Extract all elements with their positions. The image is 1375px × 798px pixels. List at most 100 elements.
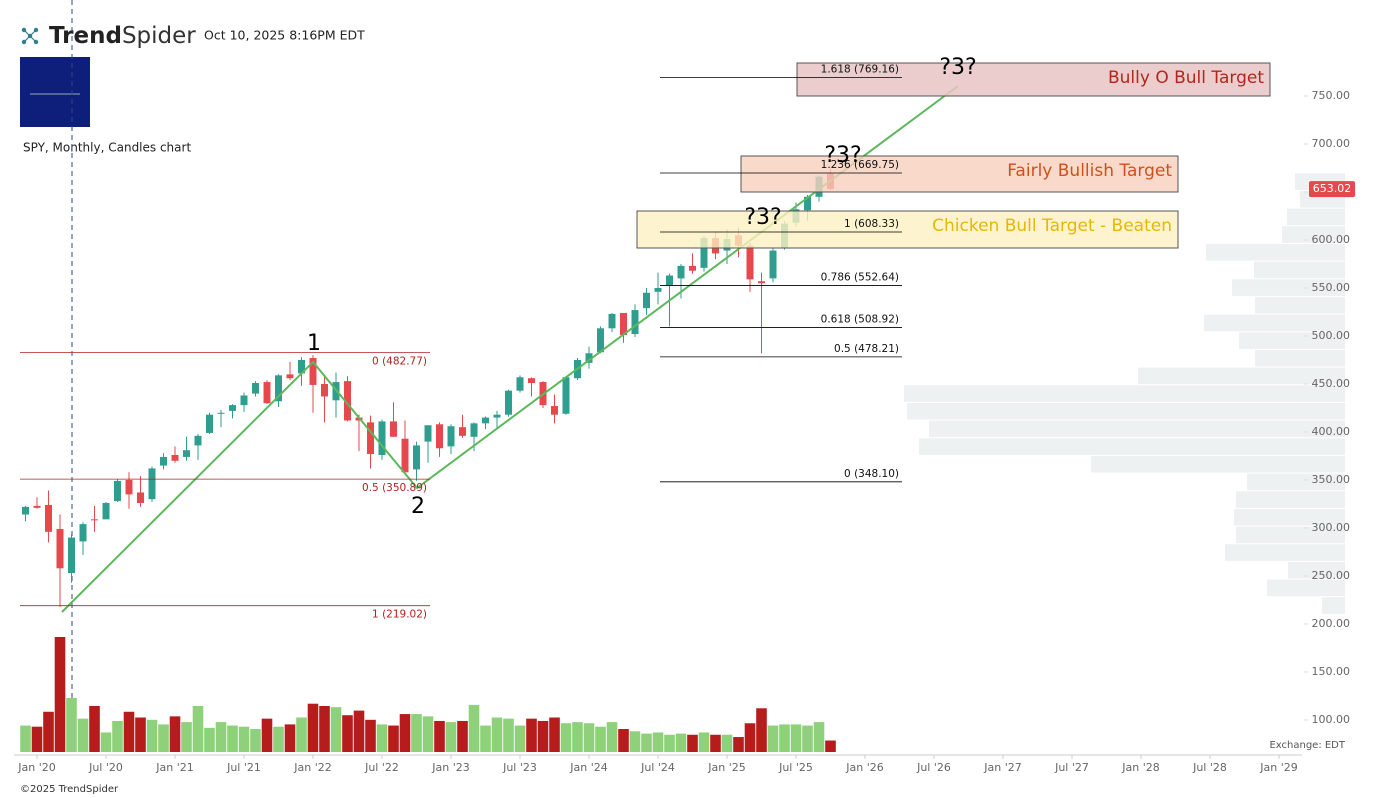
- candle-body: [217, 412, 225, 414]
- y-tick-label: 300.00: [1312, 521, 1351, 534]
- x-tick-label: Jul '20: [88, 761, 123, 774]
- volume-bar: [790, 724, 802, 752]
- volume-profile-bar: [1267, 579, 1345, 597]
- volume-bar: [135, 717, 146, 752]
- volume-profile-bar: [907, 402, 1345, 420]
- candle-body: [758, 281, 765, 284]
- volume-profile-bar: [904, 385, 1345, 402]
- fib-label: 0 (482.77): [372, 356, 427, 368]
- candle-body: [91, 519, 98, 521]
- candle-body: [413, 445, 420, 470]
- volume-bar: [20, 725, 31, 752]
- symbol-info: SPY, Monthly, Candles chart: [23, 141, 191, 155]
- volume-profile-bar: [1239, 332, 1345, 349]
- volume-bar: [273, 726, 284, 752]
- volume-bar: [227, 725, 238, 752]
- volume-bar: [31, 726, 43, 752]
- target-box: [740, 155, 1179, 193]
- volume-bar: [307, 703, 319, 752]
- y-tick-label: 450.00: [1312, 377, 1351, 390]
- volume-profile-bar: [1204, 314, 1345, 332]
- candle-body: [516, 377, 524, 391]
- volume-bar: [698, 732, 710, 752]
- volume-profile-bar: [1091, 455, 1345, 473]
- volume-profile-bar: [1206, 243, 1345, 261]
- x-tick-label: Jul '25: [778, 761, 813, 774]
- candle-body: [321, 383, 328, 397]
- volume-bar: [457, 720, 468, 752]
- y-tick-label: 400.00: [1312, 425, 1351, 438]
- plot: 100.00 150.00 200.00 250.00 300.00 350.00 400.…: [17, 89, 1355, 774]
- candle-body: [148, 468, 156, 500]
- volume-bar: [146, 719, 158, 752]
- x-tick-label: Jul '22: [364, 761, 399, 774]
- fib-label: 1 (219.02): [372, 609, 427, 621]
- fib-label: 1.236 (669.75): [821, 159, 899, 171]
- candle-body: [493, 414, 501, 418]
- volume-bar: [744, 723, 756, 752]
- candle-body: [654, 287, 662, 292]
- volume-bar: [365, 719, 376, 752]
- volume-profile-bar: [1288, 561, 1345, 579]
- candle-body: [631, 310, 639, 335]
- candle-body: [447, 426, 455, 447]
- candle-body: [585, 353, 593, 363]
- candle-body: [206, 414, 213, 433]
- x-tick-label: Jan '22: [293, 761, 331, 774]
- volume-bar: [54, 637, 66, 752]
- x-tick-label: Jul '28: [1192, 761, 1227, 774]
- volume-bar: [204, 727, 215, 752]
- candle-body: [160, 456, 167, 466]
- candle-body: [194, 435, 202, 446]
- y-tick-label: 700.00: [1312, 137, 1351, 150]
- candle-body: [263, 382, 271, 404]
- y-tick-label: 200.00: [1312, 617, 1351, 630]
- candle-body: [551, 406, 558, 415]
- volume-bar: [503, 718, 514, 752]
- volume-bar: [687, 734, 698, 752]
- volume-profile-bar: [1255, 296, 1345, 314]
- candle-body: [298, 359, 305, 374]
- volume-bar: [721, 734, 733, 752]
- volume-profile-bar: [919, 438, 1345, 455]
- volume-bar: [353, 710, 365, 752]
- volume-bar: [181, 722, 192, 752]
- volume-bar: [169, 716, 181, 752]
- logo-box: [20, 57, 90, 127]
- x-tick-label: Jan '23: [431, 761, 469, 774]
- volume-bar: [664, 734, 675, 752]
- volume-profile-bar: [1255, 349, 1345, 367]
- volume-bar: [710, 734, 721, 752]
- volume-profile-bar: [1287, 208, 1345, 226]
- wave-label: 1: [307, 331, 321, 356]
- volume-bar: [583, 723, 595, 752]
- target-box: [636, 210, 1179, 249]
- x-tick-label: Jan '27: [983, 761, 1021, 774]
- candle-body: [505, 390, 512, 415]
- candle-body: [125, 479, 133, 495]
- fib-group: 0 (482.77) 0.5 (350.89) 1 (219.02) 1.618 (7…: [20, 64, 902, 621]
- volume-bar: [549, 717, 560, 752]
- candle-body: [562, 377, 570, 414]
- exchange-label: Exchange: EDT: [1269, 740, 1345, 751]
- candle-body: [401, 438, 409, 473]
- candle-body: [275, 375, 282, 402]
- volume-bar: [756, 708, 767, 752]
- volume-bar: [399, 714, 411, 752]
- fib-label: 0.786 (552.64): [821, 271, 899, 283]
- copyright: ©2025 TrendSpider: [20, 784, 119, 795]
- volume-bar: [112, 720, 123, 752]
- target-label: Bully O Bull Target: [1108, 68, 1264, 88]
- fib-label: 0.618 (508.92): [821, 313, 899, 325]
- volume-bar: [813, 722, 825, 752]
- fib-label: 0.5 (350.89): [362, 482, 427, 494]
- candle-body: [666, 275, 673, 287]
- y-tick-label: 150.00: [1312, 665, 1351, 678]
- candle-body: [367, 422, 374, 455]
- candle-body: [378, 421, 386, 456]
- volume-bar: [319, 706, 330, 752]
- target-box: [796, 62, 1271, 97]
- volume-bar: [434, 720, 445, 752]
- target-label: Chicken Bull Target - Beaten: [932, 216, 1172, 236]
- candle-body: [56, 528, 64, 569]
